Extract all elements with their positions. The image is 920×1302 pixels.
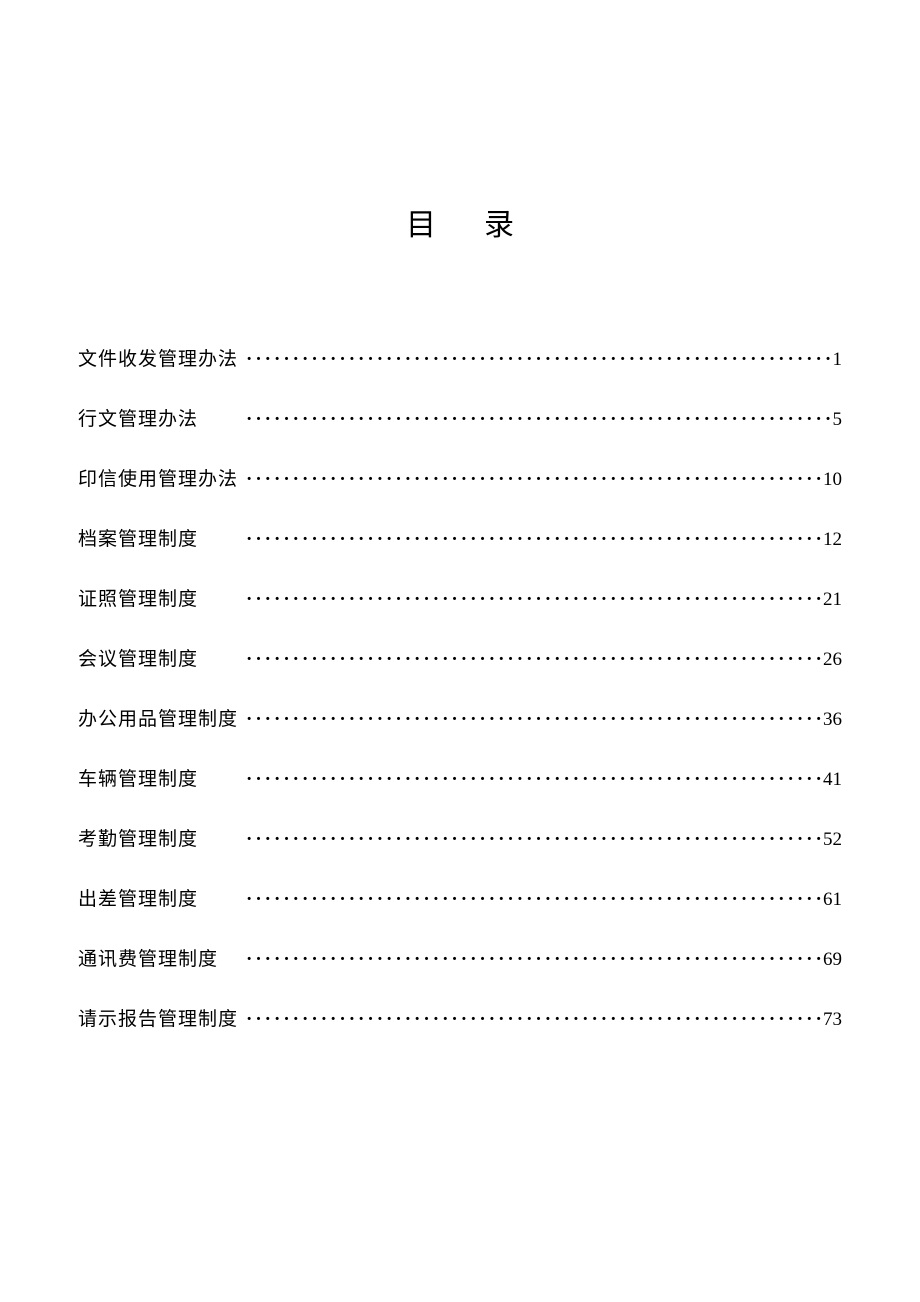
toc-leader: ········································…: [246, 529, 823, 551]
toc-leader: ········································…: [246, 649, 823, 671]
toc-item: 车辆管理制度··································…: [78, 764, 842, 791]
toc-item: 证照管理制度··································…: [78, 584, 842, 611]
toc-item-page: 12: [823, 529, 842, 551]
toc-item-label: 行文管理办法: [78, 404, 246, 431]
toc-item: 通讯费管理制度·································…: [78, 944, 842, 971]
toc-item-label: 车辆管理制度: [78, 764, 246, 791]
toc-item-page: 69: [823, 949, 842, 971]
toc-item-page: 61: [823, 889, 842, 911]
toc-leader: ········································…: [246, 409, 833, 431]
toc-item-page: 73: [823, 1009, 842, 1031]
toc-item-page: 52: [823, 829, 842, 851]
page-title: 目录: [78, 200, 842, 244]
toc-item-label: 印信使用管理办法: [78, 464, 246, 491]
toc-item-label: 通讯费管理制度: [78, 944, 246, 971]
toc-leader: ········································…: [246, 829, 823, 851]
toc-item: 考勤管理制度··································…: [78, 824, 842, 851]
toc-item: 会议管理制度··································…: [78, 644, 842, 671]
toc-item: 请示报告管理制度································…: [78, 1004, 842, 1031]
toc-item: 出差管理制度··································…: [78, 884, 842, 911]
toc-leader: ········································…: [246, 1009, 823, 1031]
toc-item-page: 5: [833, 409, 843, 431]
toc-item-page: 26: [823, 649, 842, 671]
toc-list: 文件收发管理办法································…: [78, 344, 842, 1031]
toc-item: 印信使用管理办法································…: [78, 464, 842, 491]
toc-leader: ········································…: [246, 469, 823, 491]
toc-leader: ········································…: [246, 949, 823, 971]
toc-item-label: 请示报告管理制度: [78, 1004, 246, 1031]
toc-item-label: 文件收发管理办法: [78, 344, 246, 371]
toc-item-label: 办公用品管理制度: [78, 704, 246, 731]
toc-item-label: 档案管理制度: [78, 524, 246, 551]
toc-item-label: 证照管理制度: [78, 584, 246, 611]
toc-item-page: 41: [823, 769, 842, 791]
toc-item-page: 10: [823, 469, 842, 491]
toc-leader: ········································…: [246, 889, 823, 911]
toc-leader: ········································…: [246, 769, 823, 791]
toc-item-page: 36: [823, 709, 842, 731]
toc-leader: ········································…: [246, 709, 823, 731]
toc-item: 档案管理制度··································…: [78, 524, 842, 551]
toc-item-label: 出差管理制度: [78, 884, 246, 911]
toc-item-page: 21: [823, 589, 842, 611]
toc-item-label: 考勤管理制度: [78, 824, 246, 851]
toc-item-page: 1: [833, 349, 843, 371]
toc-leader: ········································…: [246, 589, 823, 611]
toc-item: 行文管理办法··································…: [78, 404, 842, 431]
toc-item: 办公用品管理制度································…: [78, 704, 842, 731]
toc-item: 文件收发管理办法································…: [78, 344, 842, 371]
toc-item-label: 会议管理制度: [78, 644, 246, 671]
toc-leader: ········································…: [246, 349, 833, 371]
